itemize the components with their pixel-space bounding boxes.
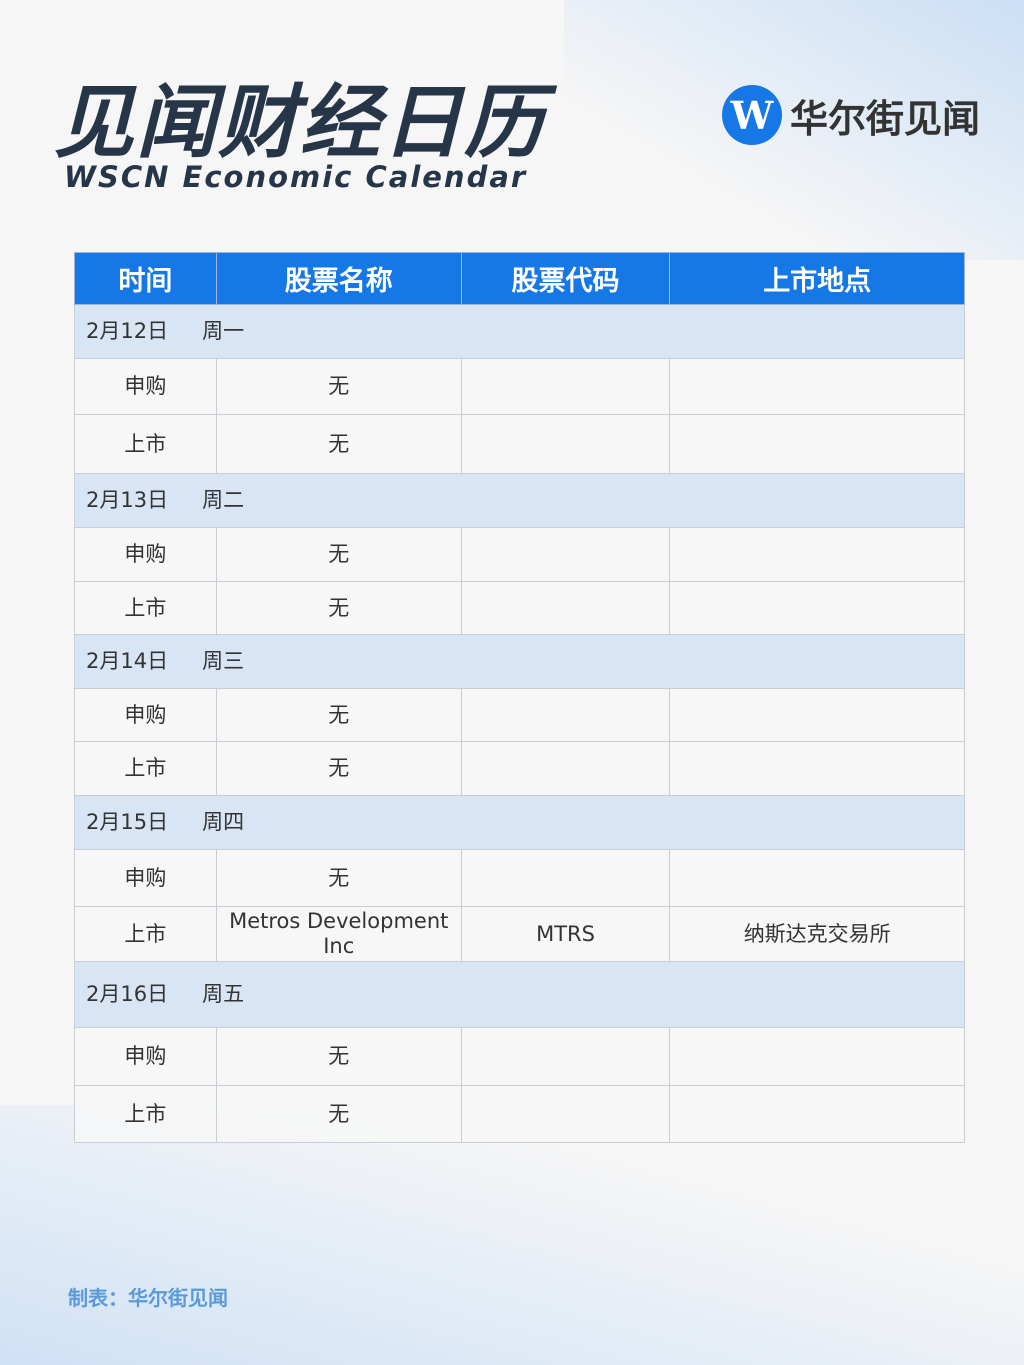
table-cell bbox=[460, 688, 671, 742]
table-row: 申购无 bbox=[74, 527, 965, 582]
table-row: 申购无 bbox=[74, 358, 965, 415]
footer-credit: 制表：华尔街见闻 bbox=[68, 1286, 228, 1310]
day-cell: 2月13日 周二 bbox=[74, 473, 965, 528]
table-header: 时间 股票名称 股票代码 上市地点 bbox=[74, 252, 965, 305]
table-cell: 申购 bbox=[74, 849, 217, 907]
table-row: 上市无 bbox=[74, 581, 965, 635]
brand-logo: W 华尔街见闻 bbox=[722, 85, 980, 145]
day-row: 2月14日 周三 bbox=[74, 634, 965, 689]
table-cell bbox=[669, 1085, 965, 1143]
table-cell bbox=[460, 849, 671, 907]
table-row: 上市 Metros Development Inc MTRS 纳斯达克交易所 bbox=[74, 906, 965, 962]
table-cell: 无 bbox=[215, 414, 462, 474]
table-row: 申购无 bbox=[74, 688, 965, 742]
table-cell bbox=[460, 741, 671, 796]
table-cell: 申购 bbox=[74, 1027, 217, 1086]
table-cell bbox=[460, 581, 671, 635]
column-header: 上市地点 bbox=[669, 252, 965, 305]
table-cell bbox=[460, 358, 671, 415]
weekday-label: 周二 bbox=[202, 488, 245, 512]
day-row: 2月12日 周一 bbox=[74, 304, 965, 359]
table-cell: 上市 bbox=[74, 414, 217, 474]
column-header: 股票代码 bbox=[460, 252, 671, 305]
day-row: 2月16日 周五 bbox=[74, 961, 965, 1028]
table-cell: MTRS bbox=[460, 906, 671, 962]
date-label: 2月13日 bbox=[86, 488, 169, 512]
day-cell: 2月12日 周一 bbox=[74, 304, 965, 359]
table-cell: 上市 bbox=[74, 1085, 217, 1143]
table-row: 上市无 bbox=[74, 1085, 965, 1143]
date-label: 2月14日 bbox=[86, 649, 169, 673]
table-cell bbox=[669, 1027, 965, 1086]
table-cell: 上市 bbox=[74, 741, 217, 796]
table-cell: 无 bbox=[215, 581, 462, 635]
logo-text: 华尔街见闻 bbox=[790, 95, 981, 141]
table-cell: 纳斯达克交易所 bbox=[669, 906, 965, 962]
table-row: 申购无 bbox=[74, 849, 965, 907]
table-cell: 无 bbox=[215, 358, 462, 415]
table-cell bbox=[460, 527, 671, 582]
table-cell: 无 bbox=[215, 1027, 462, 1086]
weekday-label: 周四 bbox=[202, 810, 245, 834]
table-cell bbox=[669, 527, 965, 582]
table-cell bbox=[460, 414, 671, 474]
column-header: 股票名称 bbox=[215, 252, 462, 305]
day-row: 2月15日 周四 bbox=[74, 795, 965, 850]
date-label: 2月16日 bbox=[86, 982, 169, 1006]
table-cell: 无 bbox=[215, 527, 462, 582]
table-cell: 上市 bbox=[74, 906, 217, 962]
table-cell bbox=[460, 1085, 671, 1143]
table-cell: 无 bbox=[215, 849, 462, 907]
table-cell bbox=[669, 688, 965, 742]
table-cell bbox=[460, 1027, 671, 1086]
date-label: 2月12日 bbox=[86, 319, 169, 343]
ipo-calendar-table: 时间 股票名称 股票代码 上市地点 2月12日 周一 申购无上市无 2月13日 周二 申购无上市… bbox=[74, 252, 965, 1143]
table-cell: 无 bbox=[215, 688, 462, 742]
table-row: 上市无 bbox=[74, 741, 965, 796]
table-cell bbox=[669, 358, 965, 415]
table-cell: 上市 bbox=[74, 581, 217, 635]
day-row: 2月13日 周二 bbox=[74, 473, 965, 528]
table-cell bbox=[669, 741, 965, 796]
table-cell bbox=[669, 581, 965, 635]
table-row: 申购无 bbox=[74, 1027, 965, 1086]
logo-w-icon: W bbox=[722, 85, 782, 145]
column-header: 时间 bbox=[74, 252, 217, 305]
page-title: 见闻财经日历 bbox=[54, 76, 546, 169]
table-cell: 无 bbox=[215, 741, 462, 796]
table-cell: Metros Development Inc bbox=[215, 906, 462, 962]
table-cell bbox=[669, 849, 965, 907]
weekday-label: 周三 bbox=[202, 649, 245, 673]
day-cell: 2月14日 周三 bbox=[74, 634, 965, 689]
date-label: 2月15日 bbox=[86, 810, 169, 834]
table-cell: 申购 bbox=[74, 358, 217, 415]
table-cell: 申购 bbox=[74, 527, 217, 582]
page-subtitle: WSCN Economic Calendar bbox=[64, 160, 528, 194]
table-cell: 申购 bbox=[74, 688, 217, 742]
background-decoration bbox=[0, 1105, 1024, 1365]
table-row: 上市无 bbox=[74, 414, 965, 474]
table-cell: 无 bbox=[215, 1085, 462, 1143]
table-cell bbox=[669, 414, 965, 474]
weekday-label: 周一 bbox=[202, 319, 245, 343]
day-cell: 2月16日 周五 bbox=[74, 961, 965, 1028]
background-decoration bbox=[564, 0, 1024, 260]
weekday-label: 周五 bbox=[202, 982, 245, 1006]
day-cell: 2月15日 周四 bbox=[74, 795, 965, 850]
